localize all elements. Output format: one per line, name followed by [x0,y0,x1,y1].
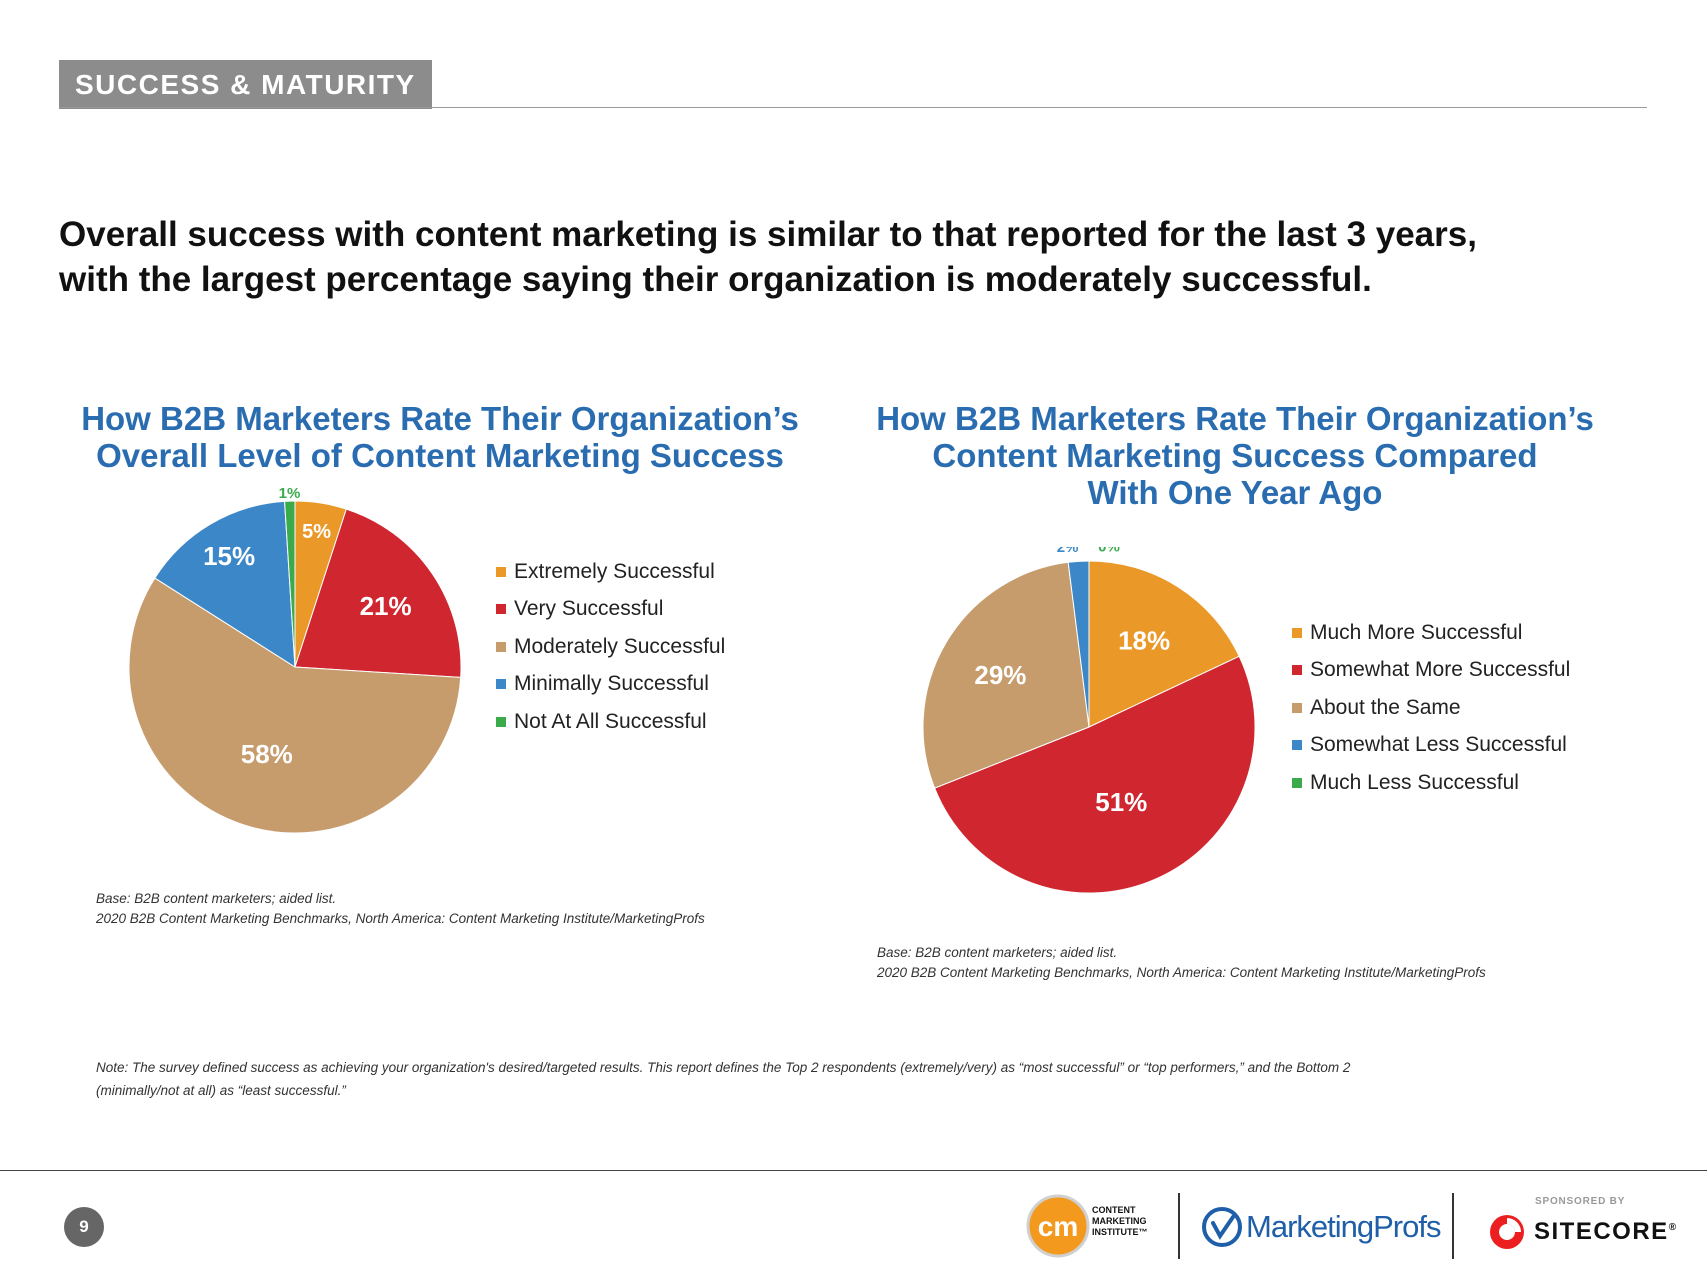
chart-1-title-line-2: Overall Level of Content Marketing Succe… [96,437,784,474]
chart-2-source: Base: B2B content marketers; aided list.… [877,943,1486,983]
legend-swatch [496,716,506,727]
sitecore-name: SITECORE [1534,1218,1669,1245]
marketingprofs-logo: MarketingProfs [1202,1206,1441,1248]
marketingprofs-wordmark: MarketingProfs [1246,1209,1441,1244]
legend-item: Much Less Successful [1292,764,1570,802]
legend-item: Very Successful [496,591,725,629]
legend-item: About the Same [1292,689,1570,727]
sitecore-wordmark: SITECORE® [1534,1218,1678,1246]
footer-divider-2 [1452,1193,1454,1259]
cmi-logo: cm [1026,1194,1090,1258]
sitecore-icon [1490,1215,1524,1249]
legend-item: Minimally Successful [496,666,725,704]
legend-label: Much Less Successful [1310,770,1519,794]
pie-slice-moderately-successful [128,577,462,834]
chart-1-pie: 5% 21% 58% 15% 1% [128,487,462,834]
note-line-2: (minimally/not at all) as “least success… [96,1083,346,1098]
legend-swatch [1292,702,1302,713]
legend-swatch [496,679,506,690]
footer-divider-1 [1178,1193,1180,1259]
legend-label: Somewhat Less Successful [1310,733,1567,757]
cmi-line-1: CONTENT [1092,1205,1136,1215]
marketingprofs-icon [1202,1207,1242,1247]
survey-note: Note: The survey defined success as achi… [96,1056,1496,1102]
data-label-somewhat-less-successful: 2% [1057,547,1079,556]
pie-slice-much-more-successful [1088,560,1240,728]
legend-item: Moderately Successful [496,628,725,666]
pie-slice-minimally-successful [154,500,296,668]
legend-label: Very Successful [514,597,664,621]
legend-swatch [496,604,506,615]
legend-swatch [1292,665,1302,676]
pie-slice-somewhat-more-successful [934,655,1256,894]
legend-label: About the Same [1310,695,1461,719]
section-tab: SUCCESS & MATURITY [59,60,432,109]
headline-line-1: Overall success with content marketing i… [59,215,1477,254]
chart-1-source-line-1: Base: B2B content marketers; aided list. [96,891,337,906]
section-divider [59,107,1647,108]
chart-1-title: How B2B Marketers Rate Their Organizatio… [60,400,820,474]
data-label-not-at-all-successful: 1% [279,487,301,502]
sponsored-by-label: SPONSORED BY [1535,1196,1626,1207]
legend-item: Much More Successful [1292,614,1570,652]
legend-swatch [496,566,506,577]
chart-2-source-line-2: 2020 B2B Content Marketing Benchmarks, N… [877,965,1486,980]
page-number: 9 [64,1207,104,1247]
pie-slice-about-the-same [922,561,1090,789]
data-label-much-less-successful: 0% [1098,547,1120,556]
legend-label: Somewhat More Successful [1310,658,1571,682]
chart-1-legend: Extremely Successful Very Successful Moder… [496,553,725,741]
legend-item: Somewhat Less Successful [1292,727,1570,765]
footer-divider [0,1170,1707,1171]
cmi-line-2: MARKETING [1092,1216,1147,1226]
sitecore-logo: SITECORE® [1488,1212,1678,1252]
chart-2-title: How B2B Marketers Rate Their Organizatio… [855,400,1615,511]
legend-label: Much More Successful [1310,620,1523,644]
legend-swatch [1292,777,1302,788]
chart-2-legend: Much More Successful Somewhat More Succes… [1292,614,1570,802]
data-label-somewhat-more-successful: 51% [1095,787,1147,817]
legend-label: Not At All Successful [514,709,707,733]
data-label-moderately-successful: 58% [241,739,293,769]
data-label-much-more-successful: 18% [1118,626,1170,656]
pie-slice-not-at-all-successful [284,500,296,668]
note-line-1: Note: The survey defined success as achi… [96,1060,1351,1075]
legend-item: Extremely Successful [496,553,725,591]
legend-swatch [1292,740,1302,751]
data-label-very-successful: 21% [360,591,412,621]
chart-1-source-line-2: 2020 B2B Content Marketing Benchmarks, N… [96,911,705,926]
chart-2-pie: 18% 51% 29% 2% 0% [922,547,1256,894]
legend-swatch [1292,627,1302,638]
pie-slice-somewhat-less-successful [1067,560,1090,728]
legend-label: Extremely Successful [514,559,715,583]
legend-label: Minimally Successful [514,672,709,696]
sitecore-registered-mark: ® [1668,1222,1678,1233]
page-headline: Overall success with content marketing i… [59,212,1619,302]
cmi-line-3: INSTITUTE™ [1092,1227,1148,1237]
data-label-extremely-successful: 5% [302,521,331,543]
pie-slice-very-successful [294,508,462,678]
legend-item: Somewhat More Successful [1292,652,1570,690]
data-label-minimally-successful: 15% [203,541,255,571]
cmi-wordmark: CONTENT MARKETING INSTITUTE™ [1092,1205,1148,1238]
legend-label: Moderately Successful [514,634,726,658]
chart-2-title-line-3: With One Year Ago [1087,474,1383,511]
legend-swatch [496,641,506,652]
chart-1-source: Base: B2B content marketers; aided list.… [96,889,705,929]
chart-2-title-line-2: Content Marketing Success Compared [932,437,1538,474]
legend-item: Not At All Successful [496,703,725,741]
chart-2-source-line-1: Base: B2B content marketers; aided list. [877,945,1118,960]
headline-line-2: with the largest percentage saying their… [59,260,1372,299]
data-label-about-the-same: 29% [974,660,1026,690]
cmi-logo-mark: cm [1038,1211,1078,1242]
chart-1-title-line-1: How B2B Marketers Rate Their Organizatio… [81,400,799,437]
chart-2-title-line-1: How B2B Marketers Rate Their Organizatio… [876,400,1594,437]
